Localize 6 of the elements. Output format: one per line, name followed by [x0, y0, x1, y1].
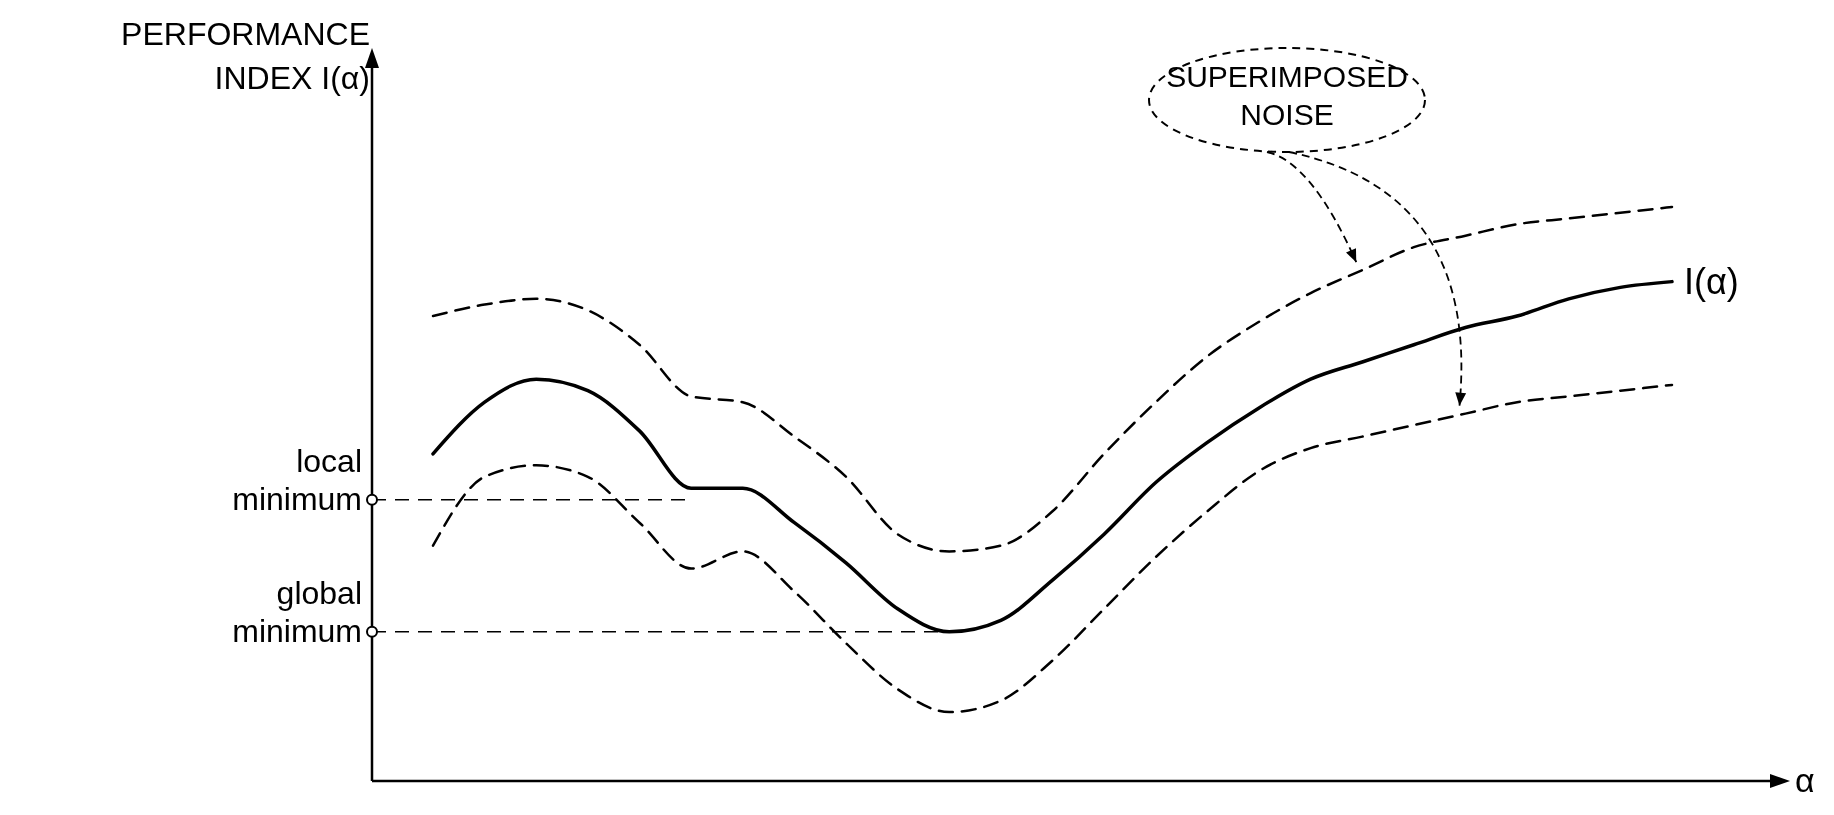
text: SUPERIMPOSED NOISE [1166, 60, 1408, 131]
x-axis-title: α [1795, 761, 1815, 799]
ref-line-label: global minimum [232, 574, 362, 649]
ref-line-label: local minimum [232, 442, 362, 517]
y-axis-title: PERFORMANCE INDEX I(α) [121, 16, 370, 96]
series-label: I(α) [1684, 260, 1739, 302]
